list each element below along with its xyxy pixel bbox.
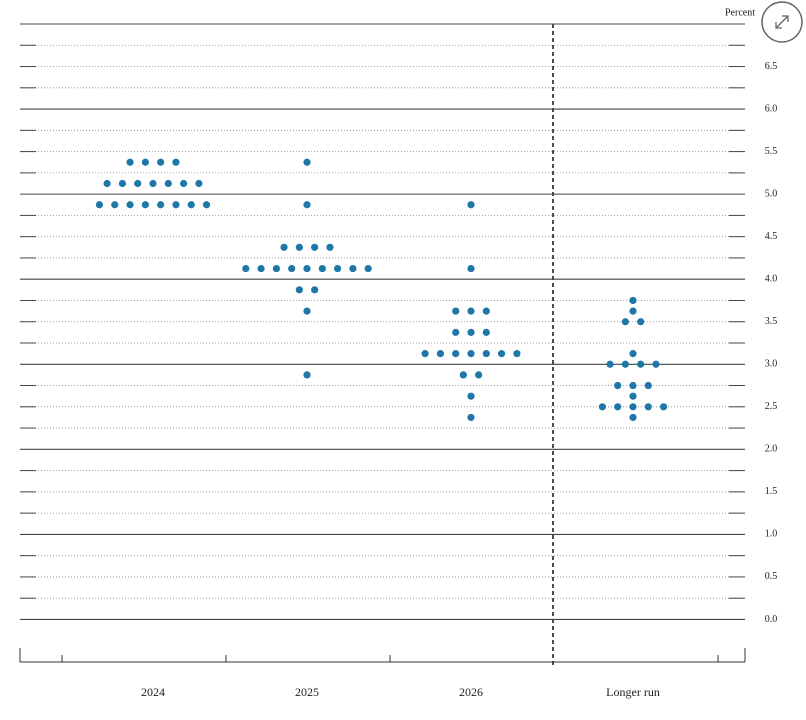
dot (303, 371, 311, 379)
dot (482, 350, 490, 358)
y-axis-label: Percent (725, 7, 755, 18)
dot (157, 158, 165, 166)
y-tick-label: 4.0 (765, 273, 778, 284)
y-tick-label: 5.5 (765, 146, 778, 157)
dot (311, 243, 319, 251)
dot (295, 286, 303, 294)
dot (482, 307, 490, 315)
dot (467, 350, 475, 358)
y-tick-label: 0.5 (765, 571, 778, 582)
dot (303, 201, 311, 209)
dot (452, 350, 460, 358)
x-tick-label: 2025 (295, 685, 319, 699)
dot (134, 179, 142, 188)
dot (202, 201, 211, 209)
dot (303, 158, 311, 166)
y-tick-label: 0.0 (765, 614, 778, 625)
dot (637, 360, 645, 368)
dot (621, 360, 629, 368)
dot (629, 350, 637, 358)
dot (614, 403, 622, 411)
dot (467, 413, 475, 422)
y-tick-label: 5.0 (765, 188, 778, 199)
dot (295, 243, 303, 251)
dot (141, 158, 149, 166)
dot (157, 201, 165, 209)
dot (598, 403, 607, 411)
dot (614, 381, 622, 390)
dot (164, 179, 172, 188)
dot (644, 381, 652, 390)
dot (303, 307, 311, 315)
y-tick-label: 6.0 (765, 103, 778, 114)
dot (103, 179, 111, 188)
dot (172, 158, 180, 166)
y-tick-label: 4.5 (765, 231, 778, 242)
x-tick-label: Longer run (606, 685, 660, 699)
dot (118, 179, 126, 188)
x-tick-label: 2024 (141, 685, 165, 699)
dot (311, 286, 319, 294)
dot (195, 179, 203, 188)
dot (629, 403, 637, 411)
dot (637, 318, 645, 326)
y-tick-label: 2.0 (765, 444, 778, 455)
dot (513, 350, 521, 358)
expand-button[interactable] (761, 1, 803, 43)
dot (629, 381, 637, 390)
dot (172, 201, 180, 209)
dot (644, 403, 652, 411)
dot (280, 243, 288, 251)
x-axis-ticks (19, 648, 746, 662)
dot (629, 392, 637, 400)
dot (180, 179, 188, 188)
dot (452, 328, 460, 336)
dot (111, 201, 119, 209)
dot (436, 350, 444, 358)
dot (459, 371, 467, 379)
y-tick-label: 6.5 (765, 61, 778, 72)
y-tick-label: 3.0 (765, 359, 778, 370)
dot (126, 201, 134, 209)
dot (452, 307, 460, 315)
dot (334, 264, 342, 273)
dot (482, 328, 490, 336)
dot (660, 403, 668, 411)
dot (318, 264, 326, 273)
dot (629, 296, 637, 305)
dot (467, 264, 475, 273)
y-tick-label: 2.5 (765, 401, 778, 412)
dot (187, 201, 195, 209)
dot (467, 201, 475, 209)
dot (303, 264, 311, 273)
dot (364, 264, 372, 273)
dot (606, 360, 614, 368)
dot (95, 201, 104, 209)
y-tick-label: 1.5 (765, 486, 778, 497)
dot (242, 264, 250, 273)
dot (421, 350, 429, 358)
dot (257, 264, 265, 273)
y-tick-label: 3.5 (765, 316, 778, 327)
dot (272, 264, 280, 273)
dot (652, 360, 660, 368)
dot (349, 264, 357, 273)
dot (629, 307, 637, 315)
dot (475, 371, 483, 379)
dot (326, 243, 334, 251)
dot (498, 350, 506, 358)
x-tick-label: 2026 (459, 685, 483, 699)
dot (288, 264, 296, 273)
dot (467, 392, 475, 400)
dot (149, 179, 157, 188)
y-tick-label: 1.0 (765, 529, 778, 540)
expand-icon[interactable] (775, 15, 789, 29)
dot (467, 307, 475, 315)
dot (621, 318, 629, 326)
dot (141, 201, 149, 209)
dot (629, 413, 637, 422)
dot (467, 328, 475, 336)
dot (126, 158, 134, 166)
